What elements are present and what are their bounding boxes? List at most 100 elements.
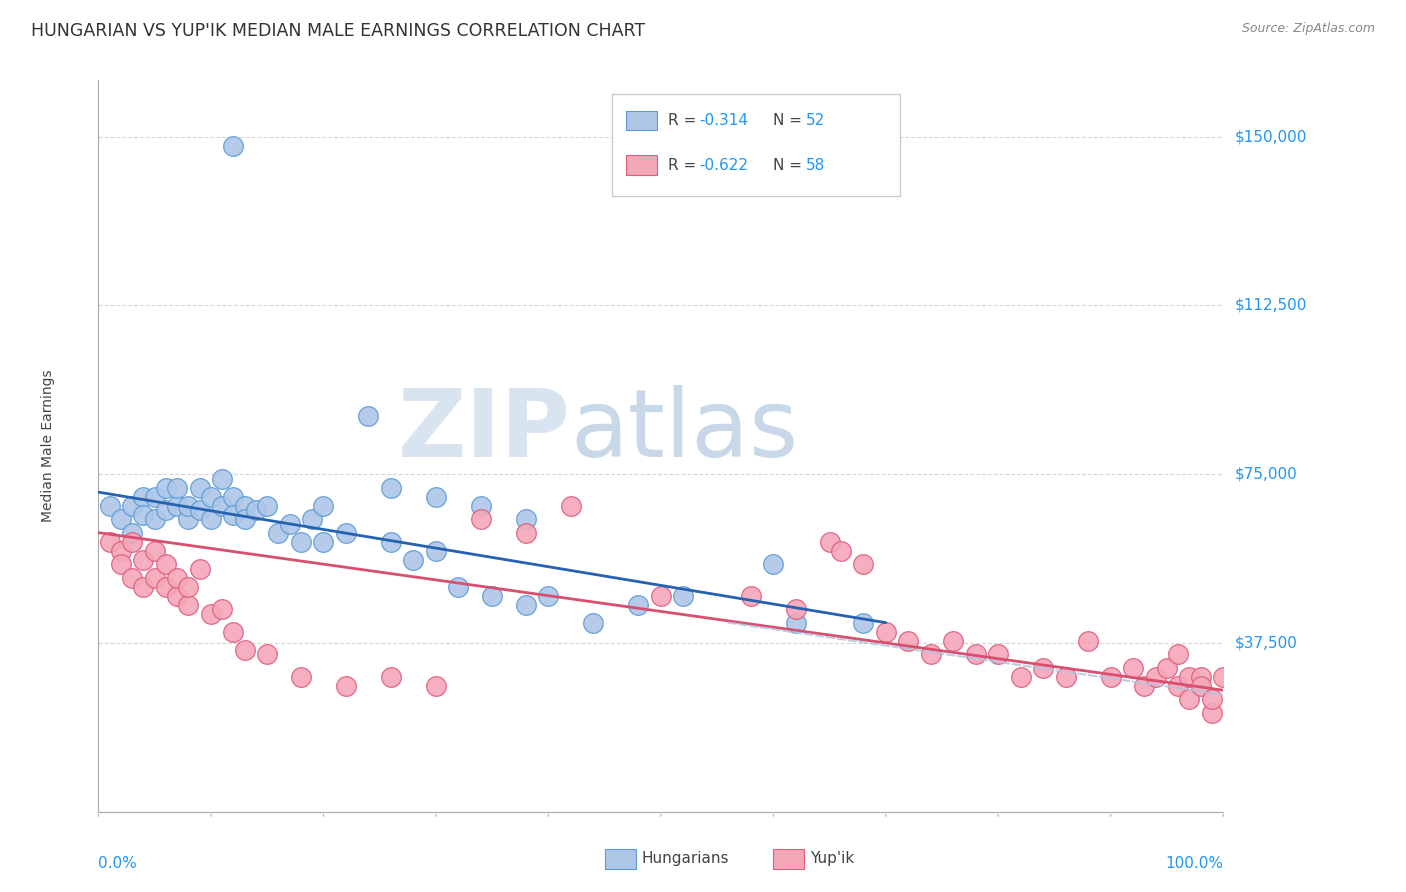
Text: -0.314: -0.314 — [699, 113, 748, 128]
Point — [1189, 679, 1212, 693]
Point — [211, 472, 233, 486]
Point — [200, 490, 222, 504]
Point — [425, 679, 447, 693]
Point — [1144, 670, 1167, 684]
Text: ZIP: ZIP — [398, 385, 571, 477]
Point — [222, 508, 245, 522]
Point — [121, 525, 143, 540]
Point — [515, 525, 537, 540]
Text: atlas: atlas — [571, 385, 799, 477]
Point — [110, 512, 132, 526]
Text: -0.622: -0.622 — [699, 158, 748, 172]
Point — [98, 499, 121, 513]
Point — [481, 589, 503, 603]
Point — [560, 499, 582, 513]
Text: Hungarians: Hungarians — [641, 851, 728, 865]
Point — [121, 499, 143, 513]
Point — [1133, 679, 1156, 693]
Point — [515, 512, 537, 526]
Text: $37,500: $37,500 — [1234, 635, 1298, 650]
Point — [1156, 661, 1178, 675]
Point — [121, 571, 143, 585]
Point — [425, 543, 447, 558]
Point — [335, 679, 357, 693]
Point — [155, 557, 177, 571]
Point — [132, 552, 155, 566]
Point — [155, 580, 177, 594]
Point — [110, 557, 132, 571]
Point — [245, 503, 267, 517]
Text: R =: R = — [668, 158, 702, 172]
Point — [143, 543, 166, 558]
Text: 0.0%: 0.0% — [98, 855, 138, 871]
Point — [470, 512, 492, 526]
Point — [143, 512, 166, 526]
Point — [211, 499, 233, 513]
Point — [166, 571, 188, 585]
Text: N =: N = — [773, 113, 807, 128]
Point — [143, 490, 166, 504]
Point — [740, 589, 762, 603]
Point — [233, 512, 256, 526]
Point — [425, 490, 447, 504]
Point — [132, 490, 155, 504]
Point — [188, 503, 211, 517]
Point — [1032, 661, 1054, 675]
Point — [380, 534, 402, 549]
Text: N =: N = — [773, 158, 807, 172]
Point — [335, 525, 357, 540]
Point — [1077, 633, 1099, 648]
Point — [1201, 706, 1223, 720]
Text: HUNGARIAN VS YUP'IK MEDIAN MALE EARNINGS CORRELATION CHART: HUNGARIAN VS YUP'IK MEDIAN MALE EARNINGS… — [31, 22, 645, 40]
Point — [267, 525, 290, 540]
Point — [188, 481, 211, 495]
Text: Median Male Earnings: Median Male Earnings — [41, 369, 55, 523]
Point — [211, 602, 233, 616]
Point — [470, 499, 492, 513]
Point — [121, 534, 143, 549]
Point — [1178, 692, 1201, 706]
Point — [222, 138, 245, 153]
Point — [301, 512, 323, 526]
Point — [1178, 670, 1201, 684]
Point — [177, 512, 200, 526]
Point — [222, 624, 245, 639]
Point — [98, 534, 121, 549]
Point — [830, 543, 852, 558]
Text: 52: 52 — [806, 113, 825, 128]
Point — [233, 642, 256, 657]
Point — [965, 647, 987, 661]
Point — [132, 580, 155, 594]
Text: 58: 58 — [806, 158, 825, 172]
Point — [200, 512, 222, 526]
Point — [222, 490, 245, 504]
Point — [256, 499, 278, 513]
Point — [818, 534, 841, 549]
Point — [290, 670, 312, 684]
Point — [1054, 670, 1077, 684]
Point — [132, 508, 155, 522]
Point — [1167, 679, 1189, 693]
Text: $75,000: $75,000 — [1234, 467, 1298, 482]
Point — [537, 589, 560, 603]
Point — [278, 516, 301, 531]
Point — [672, 589, 695, 603]
Point — [155, 503, 177, 517]
Point — [987, 647, 1010, 661]
Point — [380, 481, 402, 495]
Point — [785, 615, 807, 630]
Text: Yup'ik: Yup'ik — [810, 851, 853, 865]
Text: $150,000: $150,000 — [1234, 129, 1306, 144]
Point — [650, 589, 672, 603]
Point — [233, 499, 256, 513]
Point — [357, 409, 380, 423]
Text: $112,500: $112,500 — [1234, 298, 1306, 313]
Point — [177, 598, 200, 612]
Text: 100.0%: 100.0% — [1166, 855, 1223, 871]
Point — [1201, 692, 1223, 706]
Point — [312, 499, 335, 513]
Point — [785, 602, 807, 616]
Point — [920, 647, 942, 661]
Point — [166, 499, 188, 513]
Point — [515, 598, 537, 612]
